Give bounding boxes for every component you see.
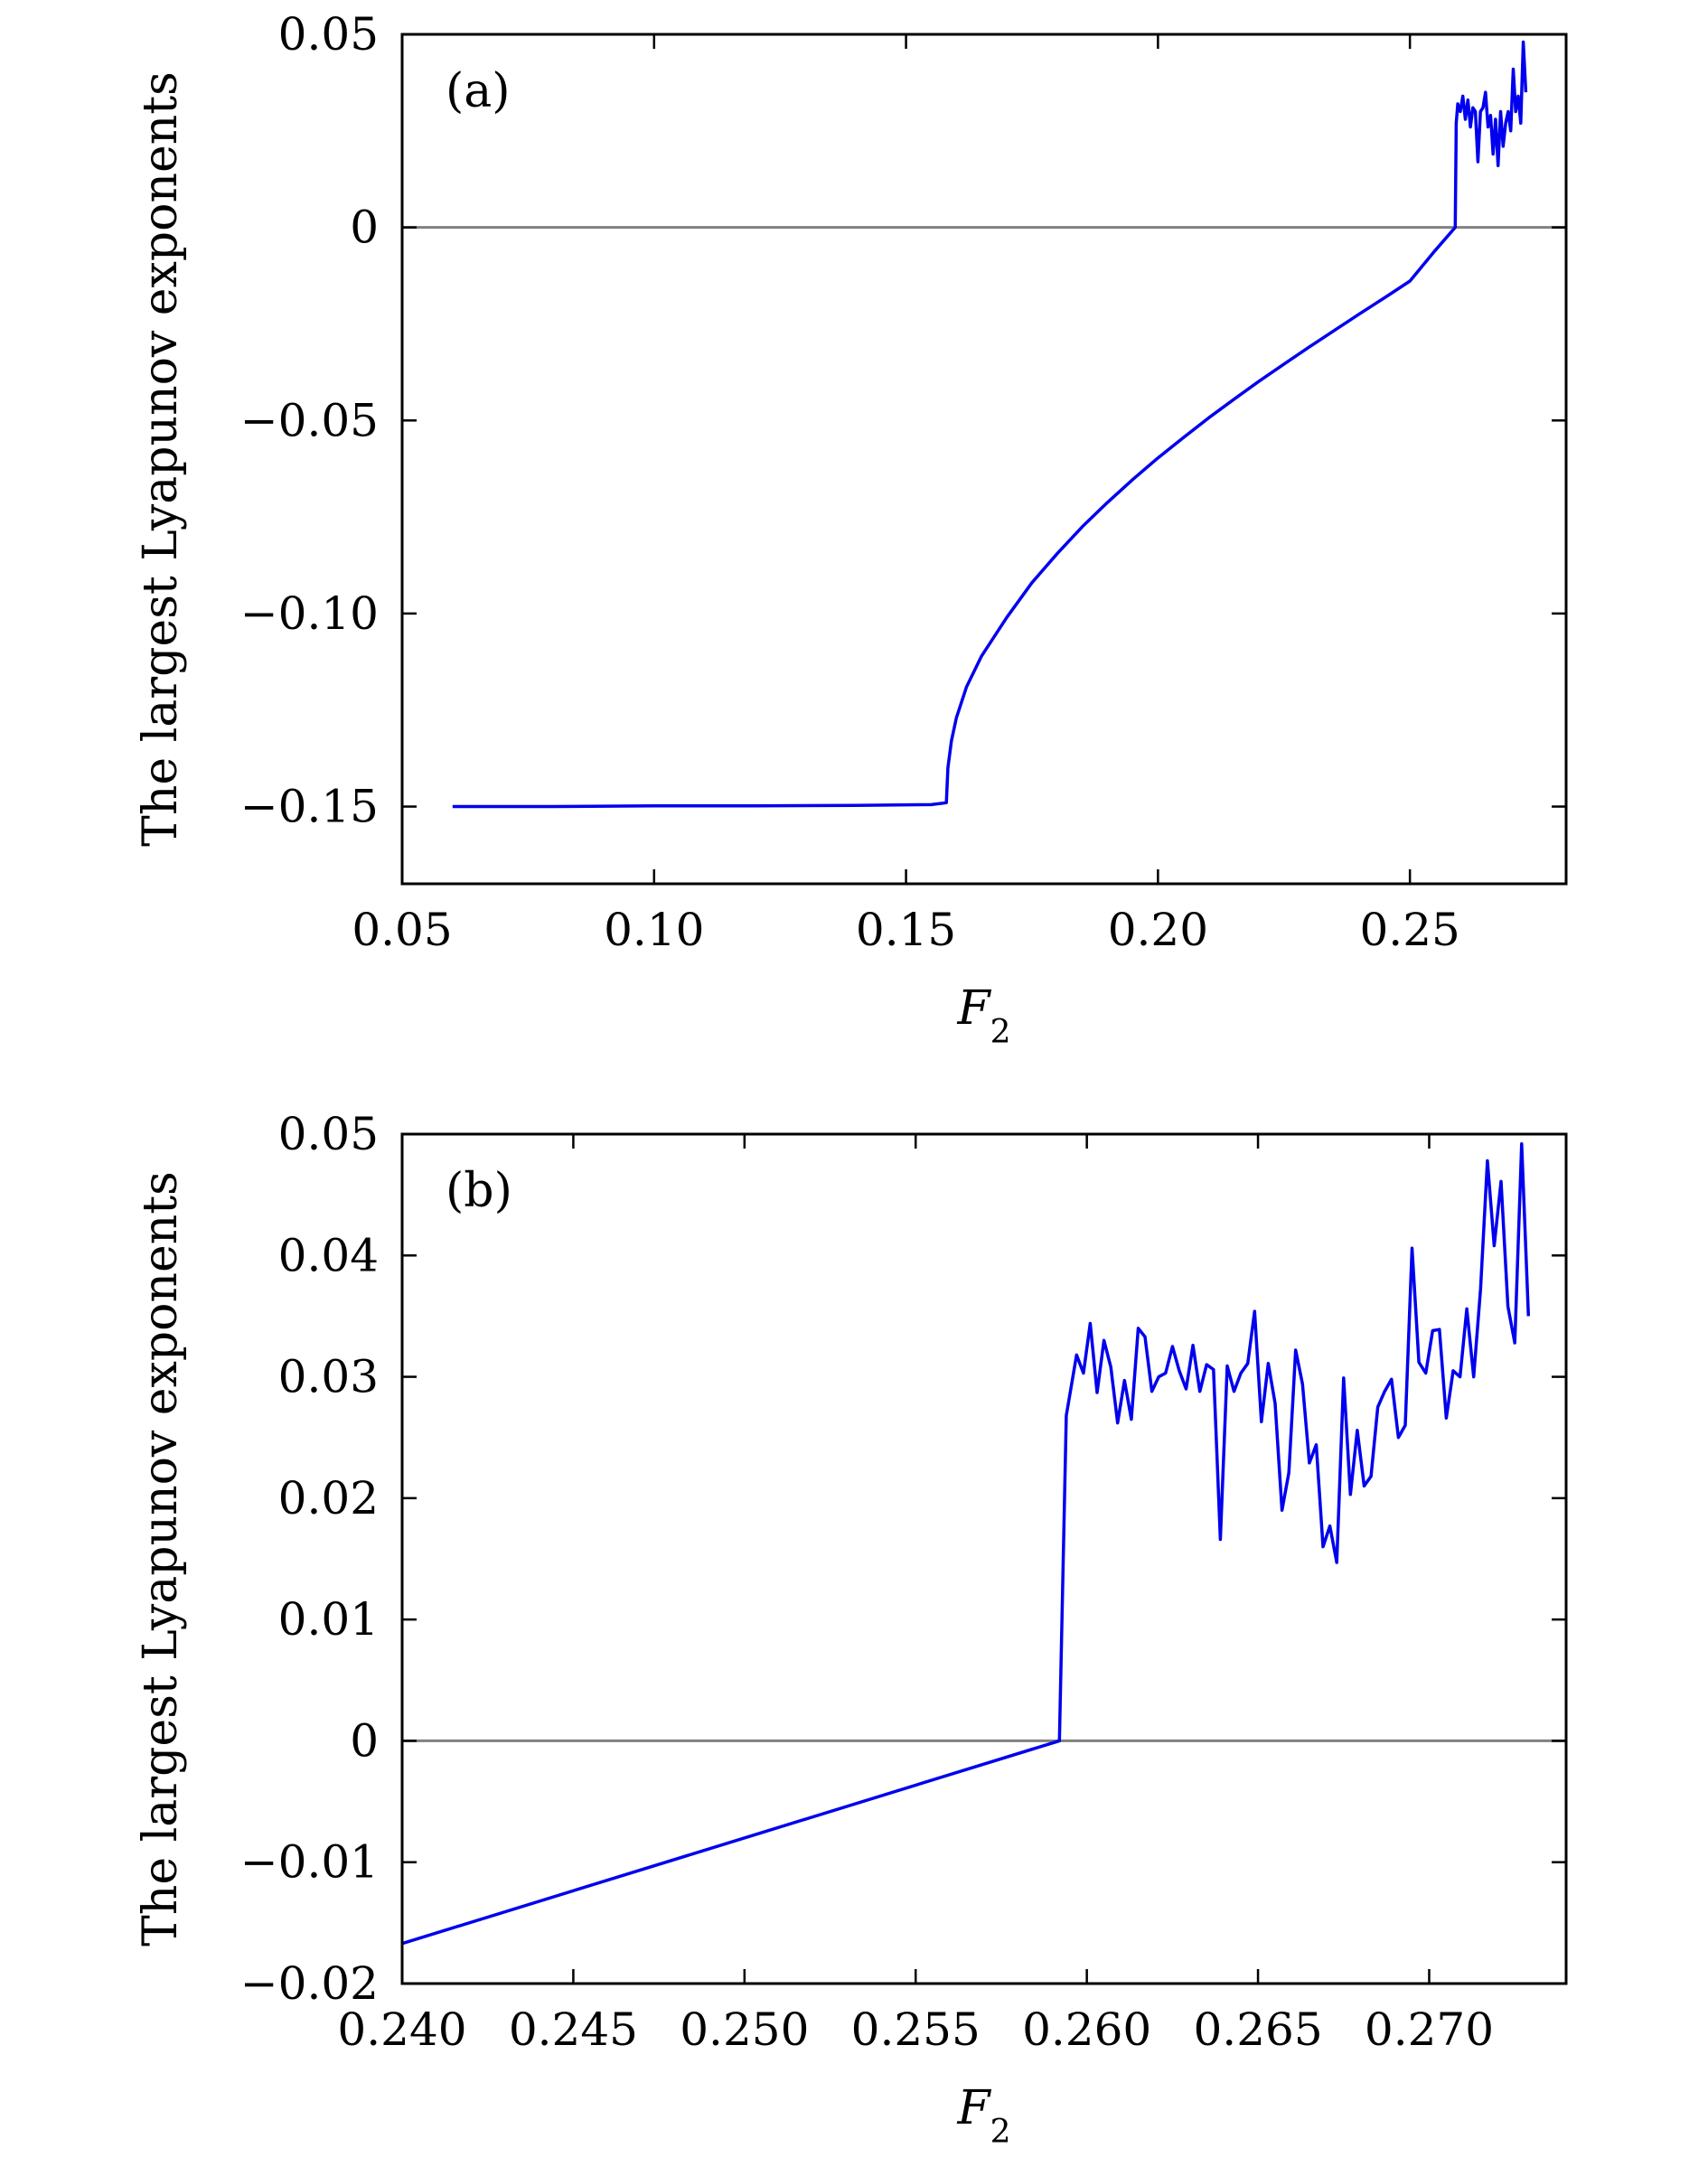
chart-0-ytick-label-4: −0.15	[240, 781, 379, 833]
chart-1-xtick-label-1: 0.245	[509, 2003, 638, 2056]
chart-0-x-axis-title: F2	[957, 981, 1011, 1051]
chart-1-ytick-label-3: 0.02	[278, 1472, 379, 1524]
chart-1-panel-label: (b)	[446, 1164, 512, 1218]
chart-0-series-0-line	[452, 40, 1528, 809]
chart-0-plot-frame	[400, 33, 1568, 886]
chart-1-ytick-label-1: 0.04	[278, 1229, 379, 1281]
chart-1-ytick-label-0: 0.05	[278, 1108, 379, 1160]
chart-0-xtick-label-2: 0.15	[856, 904, 956, 956]
chart-1-ytick-label-4: 0.01	[278, 1593, 379, 1646]
chart-0-ytick-label-1: 0	[350, 202, 379, 254]
chart-0-ytick-label-2: −0.05	[240, 394, 379, 446]
chart-1-xtick-label-4: 0.260	[1022, 2003, 1151, 2056]
chart-1-series-0-line	[401, 1141, 1531, 1946]
chart-0-ytick-label-0: 0.05	[278, 8, 379, 61]
chart-0-xtick-label-3: 0.20	[1108, 904, 1208, 956]
chart-0-y-axis-title: The largest Lyapunov exponents	[134, 71, 188, 847]
chart-1-x-axis-title: F2	[957, 2081, 1011, 2151]
chart-1-xtick-label-5: 0.265	[1193, 2003, 1322, 2056]
chart-0-panel-label: (a)	[446, 64, 511, 118]
chart-1-plot-frame	[400, 1132, 1568, 1985]
chart-0-xtick-label-4: 0.25	[1359, 904, 1459, 956]
chart-0-xtick-label-0: 0.05	[352, 904, 452, 956]
chart-1-ytick-label-6: −0.01	[240, 1836, 379, 1889]
chart-0-xtick-label-1: 0.10	[604, 904, 704, 956]
chart-1-xtick-label-6: 0.270	[1365, 2003, 1494, 2056]
chart-1-xtick-label-2: 0.250	[680, 2003, 809, 2056]
chart-1-ytick-label-5: 0	[350, 1714, 379, 1767]
chart-0: 0.05 0.10 0.15 0.20 0.25 0.05 0 −0.05 −0.10 −0.15…	[134, 8, 1568, 1051]
chart-1-xtick-label-0: 0.240	[337, 2003, 466, 2056]
chart-1-ytick-label-2: 0.03	[278, 1351, 379, 1403]
chart-1: 0.240 0.245 0.250 0.255 0.260 0.265 0.270 0.05 0…	[134, 1108, 1568, 2151]
chart-1-y-axis-title: The largest Lyapunov exponents	[134, 1171, 188, 1947]
chart-0-ytick-label-3: −0.10	[240, 587, 379, 640]
chart-1-xtick-label-3: 0.255	[851, 2003, 981, 2056]
chart-1-ytick-label-7: −0.02	[240, 1957, 379, 2010]
